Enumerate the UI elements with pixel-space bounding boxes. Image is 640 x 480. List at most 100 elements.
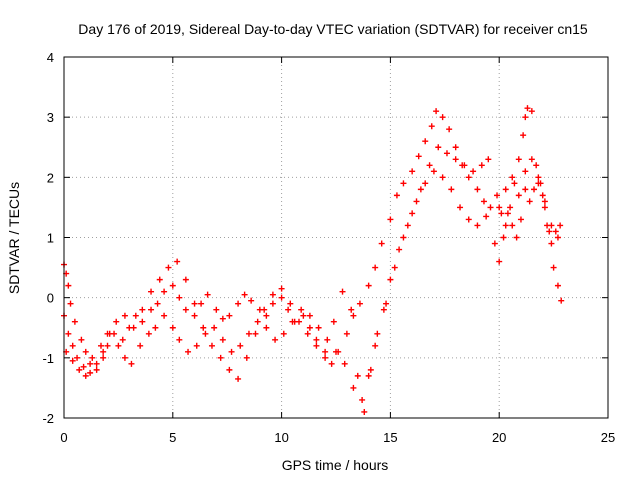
data-point [169, 324, 176, 331]
data-point [235, 300, 242, 307]
data-point [426, 162, 433, 169]
y-tick-label: 1 [47, 231, 54, 246]
data-point [145, 330, 152, 337]
data-point [226, 312, 233, 319]
data-point [513, 234, 520, 241]
data-point [435, 144, 442, 151]
data-point [502, 186, 509, 193]
data-point [330, 318, 337, 325]
data-point [65, 330, 72, 337]
data-point [322, 348, 329, 355]
data-point [491, 240, 498, 247]
data-point [217, 354, 224, 361]
data-point [104, 342, 111, 349]
data-point [367, 366, 374, 373]
data-point [404, 222, 411, 229]
data-point [237, 342, 244, 349]
data-point [198, 300, 205, 307]
data-point [245, 330, 252, 337]
data-point [348, 306, 355, 313]
data-point [128, 360, 135, 367]
data-point [548, 222, 555, 229]
data-point [465, 174, 472, 181]
data-point [213, 306, 220, 313]
data-point [558, 297, 565, 304]
data-point [483, 213, 490, 220]
data-point [526, 198, 533, 205]
data-point [465, 216, 472, 223]
data-point [132, 312, 139, 319]
data-point [154, 300, 161, 307]
data-point [515, 156, 522, 163]
data-point [391, 264, 398, 271]
data-point [306, 324, 313, 331]
data-point [378, 240, 385, 247]
data-point [130, 324, 137, 331]
y-tick-label: 2 [47, 170, 54, 185]
data-point [289, 318, 296, 325]
data-point [252, 330, 259, 337]
data-point [487, 204, 494, 211]
data-point [356, 300, 363, 307]
data-point [200, 324, 207, 331]
data-point [474, 222, 481, 229]
data-point [161, 288, 168, 295]
data-point [280, 330, 287, 337]
data-point [139, 306, 146, 313]
data-point [219, 336, 226, 343]
data-point [208, 342, 215, 349]
data-point [430, 168, 437, 175]
x-tick-label: 20 [492, 430, 506, 445]
data-point [80, 363, 87, 370]
data-point [533, 162, 540, 169]
data-point [333, 348, 339, 355]
data-point [121, 312, 128, 319]
y-tick-label: 3 [47, 110, 54, 125]
x-tick-label: 15 [383, 430, 397, 445]
data-point [93, 366, 100, 373]
data-point [409, 210, 416, 217]
data-point [387, 276, 394, 283]
data-point [494, 192, 501, 199]
data-point [113, 318, 120, 325]
data-point [254, 318, 261, 325]
data-point [500, 234, 507, 241]
data-point [470, 168, 477, 175]
data-point [452, 156, 459, 163]
data-point [202, 330, 209, 337]
y-axis-title: SDTVAR / TECUs [6, 182, 22, 294]
data-point [272, 336, 279, 343]
data-point [550, 264, 557, 271]
data-point [269, 291, 276, 298]
data-point [191, 300, 198, 307]
data-point [161, 312, 168, 319]
data-point [300, 312, 307, 319]
data-point [417, 186, 424, 193]
data-point [546, 228, 553, 235]
x-tick-label: 25 [601, 430, 615, 445]
data-point [93, 360, 100, 367]
data-point [100, 354, 107, 361]
data-point [496, 204, 503, 211]
data-point [400, 180, 407, 187]
data-point [169, 282, 176, 289]
data-point [74, 354, 81, 361]
data-point [235, 375, 242, 382]
data-point [474, 186, 481, 193]
series-track-d [494, 105, 565, 304]
data-points [61, 105, 565, 415]
data-point [87, 360, 94, 367]
data-point [269, 300, 276, 307]
y-tick-label: 0 [47, 291, 54, 306]
data-point [554, 234, 561, 241]
data-point [504, 210, 511, 217]
data-point [461, 162, 468, 169]
data-point [528, 108, 535, 115]
data-point [278, 285, 285, 292]
data-point [263, 324, 270, 331]
data-point [137, 342, 144, 349]
data-point [148, 288, 155, 295]
data-point [452, 144, 459, 151]
data-point [557, 222, 564, 229]
data-point [383, 300, 390, 307]
